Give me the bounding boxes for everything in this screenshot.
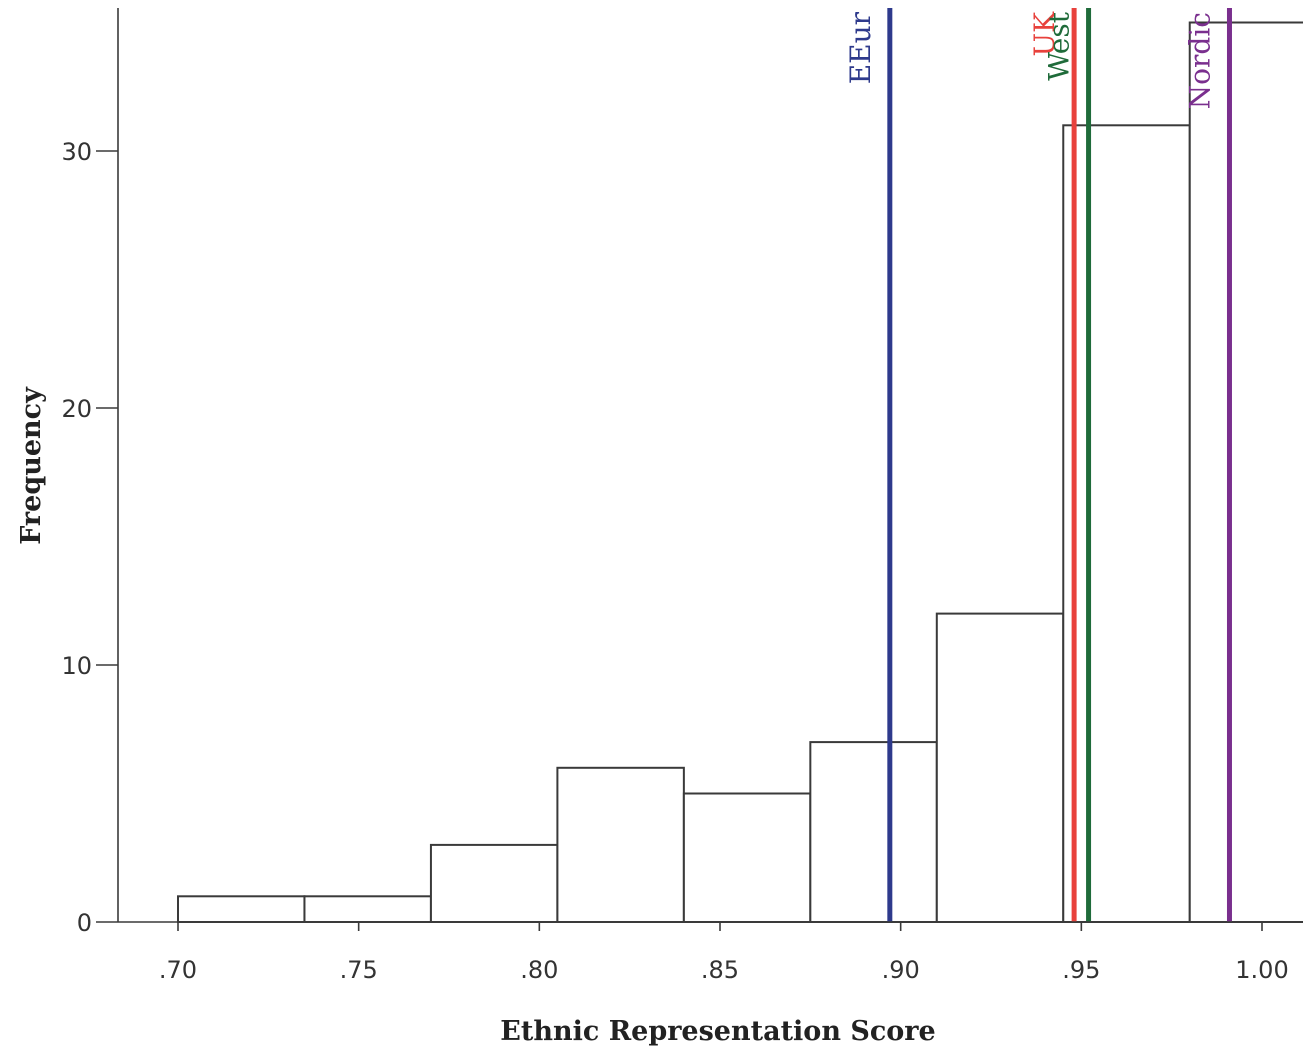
reference-label-uk: UK — [1028, 11, 1061, 57]
histogram-bar — [682, 792, 812, 923]
y-axis-title: Frequency — [16, 386, 47, 545]
y-tick-label: 20 — [61, 395, 92, 423]
axes-layer — [117, 8, 1303, 923]
y-tick-label: 0 — [77, 909, 92, 937]
reference-label-west: West — [1043, 11, 1076, 80]
y-tick-label: 10 — [61, 652, 92, 680]
x-tick-label: .70 — [159, 956, 197, 984]
histogram-bar — [1062, 124, 1191, 924]
histogram-bar — [809, 741, 938, 923]
ticks-layer: .70 .75 .80 .85 .90 .95 1.00 0 10 20 30 — [61, 138, 1288, 984]
bars-layer — [177, 21, 1303, 924]
histogram-bar — [177, 895, 306, 923]
histogram-bar — [935, 612, 1065, 923]
x-tick-label: .80 — [520, 956, 558, 984]
y-tick-label: 30 — [61, 138, 92, 166]
histogram-bar — [429, 843, 559, 924]
reference-label-nordic: Nordic — [1183, 12, 1216, 109]
x-tick-label: .90 — [882, 956, 920, 984]
x-axis-title: Ethnic Representation Score — [500, 1016, 935, 1047]
x-tick-label: .85 — [701, 956, 739, 984]
histogram-bar — [303, 895, 432, 923]
histogram-bar — [556, 766, 685, 923]
reference-label-eeur: EEur — [844, 11, 877, 84]
histogram-bar — [1188, 21, 1303, 923]
x-tick-label: .75 — [340, 956, 378, 984]
x-tick-label: 1.00 — [1235, 956, 1288, 984]
x-tick-label: .95 — [1062, 956, 1100, 984]
